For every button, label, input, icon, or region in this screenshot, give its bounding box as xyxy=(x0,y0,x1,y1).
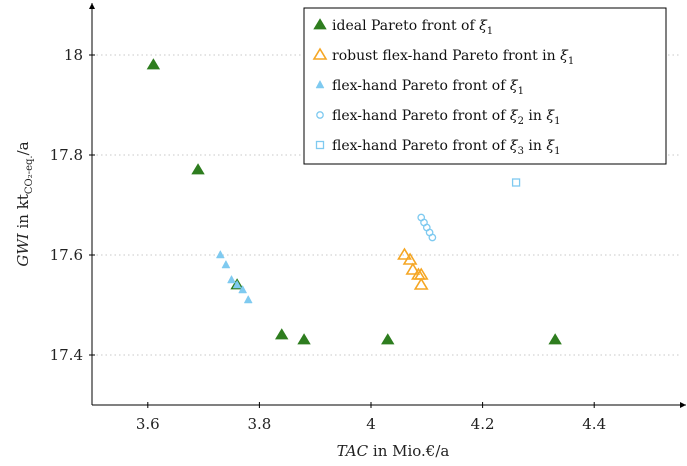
data-point-series-1 xyxy=(297,333,311,345)
legend-marker-4 xyxy=(316,111,324,119)
legend-marker-2 xyxy=(312,47,328,60)
x-axis-label-var: TAC xyxy=(337,442,369,460)
x-tick-label: 4.2 xyxy=(471,415,495,433)
data-point-series-1 xyxy=(146,58,161,70)
legend-marker-5 xyxy=(315,140,325,150)
y-tick-label: 17.4 xyxy=(50,346,83,364)
tick-labels: 3.6 3.8 4 4.2 4.4 17.4 17.6 17.8 18 xyxy=(50,46,607,433)
y-tick-label: 18 xyxy=(64,46,83,64)
data-point-series-2 xyxy=(397,247,412,260)
y-axis-label-sub: CO₂-eq. xyxy=(24,155,35,194)
data-point-series-3 xyxy=(227,274,236,284)
data-points xyxy=(146,58,562,345)
data-point-series-3 xyxy=(215,249,225,259)
y-tick-label: 17.6 xyxy=(50,246,83,264)
axes xyxy=(89,3,686,408)
x-axis-label-rest: in Mio.€/a xyxy=(368,442,449,460)
x-axis-label: TAC in Mio.€/a xyxy=(337,442,450,460)
y-axis-label: GWI in ktCO₂-eq./a xyxy=(14,141,35,266)
legend-label-4: flex-hand Pareto front of ξ2 in ξ1 xyxy=(332,108,560,127)
x-tick-label: 4.4 xyxy=(582,415,606,433)
legend-marker-3 xyxy=(315,79,325,89)
data-point-series-3 xyxy=(232,279,242,289)
x-axis-arrow xyxy=(680,402,686,408)
x-tick-label: 4 xyxy=(366,415,376,433)
y-axis-label-var: GWI xyxy=(14,232,32,266)
data-point-series-2 xyxy=(405,262,421,275)
y-tick-label: 17.8 xyxy=(50,146,83,164)
legend-label-5: flex-hand Pareto front of ξ3 in ξ1 xyxy=(332,138,560,157)
data-point-series-3 xyxy=(238,284,248,294)
y-axis-arrow xyxy=(89,3,95,9)
y-axis-label-mid: in kt xyxy=(14,194,32,233)
x-tick-label: 3.8 xyxy=(247,415,271,433)
legend: ideal Pareto front of ξ1 robust flex-hand… xyxy=(303,7,667,165)
data-point-series-3 xyxy=(221,259,231,269)
data-point-series-3 xyxy=(243,294,253,304)
data-point-series-2 xyxy=(413,277,429,290)
y-axis-label-rest: /a xyxy=(14,141,32,155)
data-point-series-5 xyxy=(511,178,521,187)
data-point-series-1 xyxy=(191,163,205,175)
legend-marker-1 xyxy=(313,18,327,30)
legend-box xyxy=(303,7,667,165)
data-point-series-4 xyxy=(428,233,437,242)
legend-label-1: ideal Pareto front of ξ1 xyxy=(332,18,493,37)
data-point-series-1 xyxy=(548,333,562,345)
legend-label-3: flex-hand Pareto front of ξ1 xyxy=(332,78,524,97)
data-point-series-2 xyxy=(402,252,418,265)
legend-label-2: robust flex-hand Pareto front in ξ1 xyxy=(332,48,574,67)
x-tick-label: 3.6 xyxy=(136,415,160,433)
data-point-series-1 xyxy=(275,328,289,340)
data-point-series-1 xyxy=(381,333,395,345)
